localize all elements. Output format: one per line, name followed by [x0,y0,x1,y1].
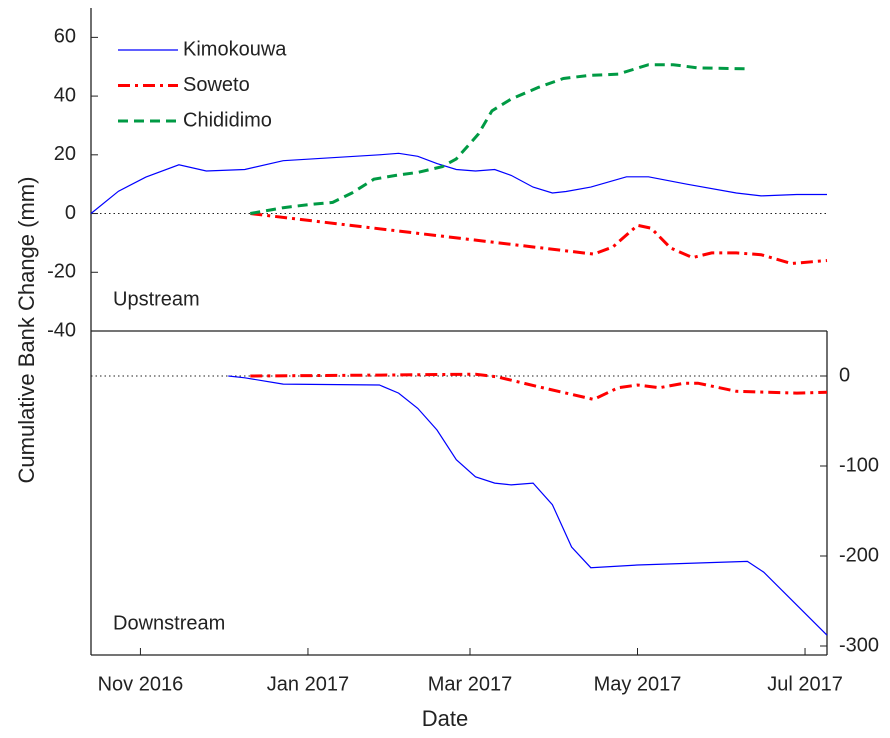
legend-label: Soweto [183,74,250,96]
series-line [250,372,828,401]
y-tick-label: 20 [54,143,76,165]
series-line [90,152,827,214]
y-tick-label: 0 [65,202,76,224]
series-line [250,63,748,215]
panel-label: Upstream [113,288,200,310]
x-tick-label: Jul 2017 [767,673,843,695]
x-tick-label: Nov 2016 [98,673,184,695]
x-tick-label: May 2017 [594,673,682,695]
legend-label: Chididimo [183,109,272,131]
x-tick-label: Jan 2017 [267,673,349,695]
y2-tick-label: -200 [839,544,879,566]
series-line [250,212,828,266]
panel-label: Downstream [113,612,225,634]
y2-tick-label: 0 [839,364,850,386]
legend-label: Kimokouwa [183,38,287,60]
y-tick-label: 60 [54,26,76,48]
x-axis-label: Date [422,706,468,731]
x-tick-label: Mar 2017 [428,673,513,695]
y2-tick-label: -100 [839,454,879,476]
y-axis-label: Cumulative Bank Change (mm) [14,177,39,484]
y-tick-label: -40 [47,319,76,341]
y2-tick-label: -300 [839,634,879,656]
series-line [228,375,828,636]
y-tick-label: 40 [54,84,76,106]
y-tick-label: -20 [47,261,76,283]
